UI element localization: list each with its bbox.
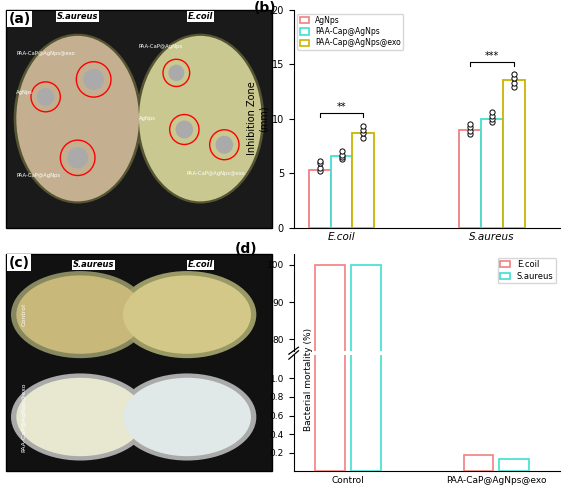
Text: PAA-CaP@AgNps: PAA-CaP@AgNps <box>139 44 183 49</box>
Ellipse shape <box>118 373 256 461</box>
Ellipse shape <box>16 378 144 456</box>
Bar <box>353 133 374 227</box>
Legend: AgNps, PAA-Cap@AgNps, PAA-Cap@AgNps@exo: AgNps, PAA-Cap@AgNps, PAA-Cap@AgNps@exo <box>298 14 403 50</box>
Text: (c): (c) <box>8 256 29 270</box>
Ellipse shape <box>136 34 264 204</box>
Point <box>466 123 475 131</box>
Bar <box>315 265 345 486</box>
Point <box>359 129 368 137</box>
Point <box>466 120 475 128</box>
Point <box>487 108 496 116</box>
Bar <box>315 0 345 471</box>
Point <box>359 134 368 142</box>
FancyBboxPatch shape <box>6 10 272 227</box>
Ellipse shape <box>16 36 139 201</box>
Point <box>359 125 368 133</box>
Bar <box>503 81 525 227</box>
Legend: E.coil, S.aureus: E.coil, S.aureus <box>498 258 556 283</box>
Ellipse shape <box>123 378 251 456</box>
Ellipse shape <box>67 147 88 169</box>
Text: PAA-CaP@AgNps@exo: PAA-CaP@AgNps@exo <box>16 51 75 56</box>
Ellipse shape <box>16 276 144 354</box>
Point <box>315 167 324 175</box>
Ellipse shape <box>123 276 251 354</box>
Point <box>337 153 346 160</box>
Ellipse shape <box>118 271 256 358</box>
Ellipse shape <box>139 36 261 201</box>
Ellipse shape <box>37 88 54 106</box>
Point <box>509 74 518 82</box>
Bar <box>481 119 503 227</box>
Bar <box>464 454 493 471</box>
Text: Bacterial mortality (%): Bacterial mortality (%) <box>304 328 313 431</box>
FancyBboxPatch shape <box>6 254 272 471</box>
Point <box>509 79 518 87</box>
Bar <box>308 170 331 227</box>
Point <box>487 115 496 122</box>
Text: S.aureus: S.aureus <box>57 12 98 21</box>
Ellipse shape <box>168 65 185 81</box>
Bar <box>499 459 529 471</box>
Bar <box>331 156 353 227</box>
Ellipse shape <box>83 69 104 90</box>
Text: (a): (a) <box>8 12 31 26</box>
Bar <box>351 265 380 486</box>
Text: S.aureus: S.aureus <box>73 260 114 269</box>
Point <box>466 130 475 138</box>
Text: PAA-CaP@AgNps: PAA-CaP@AgNps <box>16 173 61 178</box>
Point <box>337 147 346 155</box>
Text: PAA-CaP@AgNps@exo: PAA-CaP@AgNps@exo <box>22 382 27 451</box>
Bar <box>351 0 380 471</box>
Text: (d): (d) <box>235 242 258 256</box>
Text: ***: *** <box>485 51 499 61</box>
Text: PAA-CaP@AgNps@exo: PAA-CaP@AgNps@exo <box>187 171 246 175</box>
Point <box>337 155 346 163</box>
Text: E.coil: E.coil <box>188 12 213 21</box>
Text: **: ** <box>337 102 346 112</box>
Point <box>315 157 324 165</box>
Text: Control: Control <box>22 303 27 326</box>
Point <box>487 118 496 126</box>
Ellipse shape <box>175 121 193 139</box>
Point <box>359 122 368 130</box>
Ellipse shape <box>11 271 149 358</box>
Ellipse shape <box>14 34 142 204</box>
Point <box>487 113 496 121</box>
Text: AgNps: AgNps <box>139 116 156 121</box>
Point <box>315 164 324 172</box>
Bar <box>459 129 481 227</box>
Point <box>509 70 518 78</box>
Y-axis label: Inhibition Zone
(mm): Inhibition Zone (mm) <box>247 82 269 156</box>
Ellipse shape <box>11 373 149 461</box>
Text: E.coil: E.coil <box>188 260 213 269</box>
Point <box>337 151 346 158</box>
Point <box>315 159 324 167</box>
Point <box>466 127 475 135</box>
Text: (b): (b) <box>254 1 276 15</box>
Point <box>509 83 518 91</box>
Ellipse shape <box>216 136 233 154</box>
Text: AgNps: AgNps <box>16 90 33 95</box>
